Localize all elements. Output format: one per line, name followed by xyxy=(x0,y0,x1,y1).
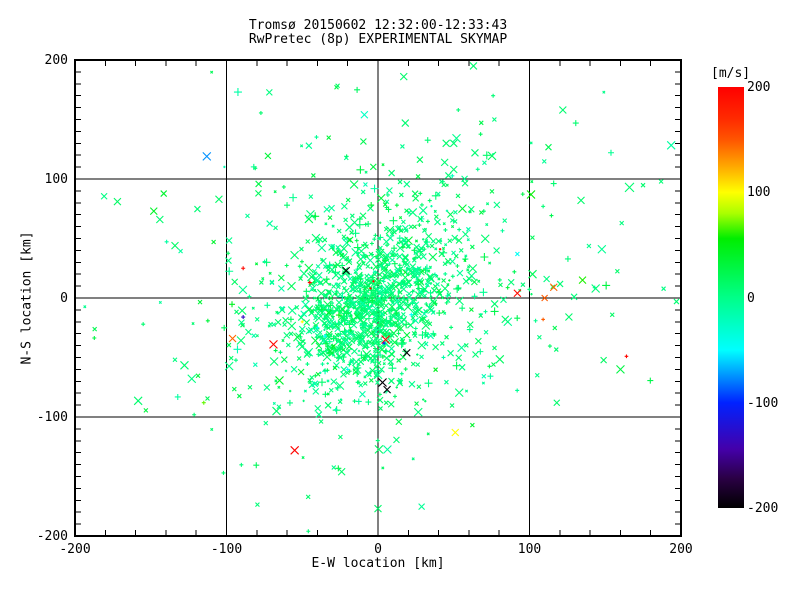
svg-text:0: 0 xyxy=(60,291,68,306)
colorbar-tick-label: -100 xyxy=(747,395,779,411)
colorbar-tick-label: 100 xyxy=(747,185,771,201)
colorbar-tick-label: 0 xyxy=(747,290,755,306)
svg-text:100: 100 xyxy=(518,542,541,557)
colorbar-tick-label: -200 xyxy=(747,501,779,516)
svg-text:-100: -100 xyxy=(37,410,68,425)
x-axis-title: E-W location [km] xyxy=(311,556,445,571)
y-axis-title: N-S location [km] xyxy=(19,231,35,365)
svg-text:-100: -100 xyxy=(211,542,242,557)
plot-subtitle: RwPretec (8p) EXPERIMENTAL SKYMAP xyxy=(248,32,508,47)
svg-text:0: 0 xyxy=(374,542,382,557)
svg-text:200: 200 xyxy=(45,53,68,68)
colorbar-unit-label: [m/s] xyxy=(711,66,751,81)
colorbar-gradient xyxy=(718,87,744,508)
colorbar-tick-label: 200 xyxy=(747,80,771,95)
svg-text:200: 200 xyxy=(669,542,692,557)
plot-header: Tromsø 20150602 12:32:00-12:33:43 RwPret… xyxy=(75,19,681,47)
svg-text:-200: -200 xyxy=(59,542,90,557)
svg-text:-200: -200 xyxy=(37,529,68,544)
plot-title: Tromsø 20150602 12:32:00-12:33:43 xyxy=(248,18,508,33)
svg-text:100: 100 xyxy=(45,172,68,187)
